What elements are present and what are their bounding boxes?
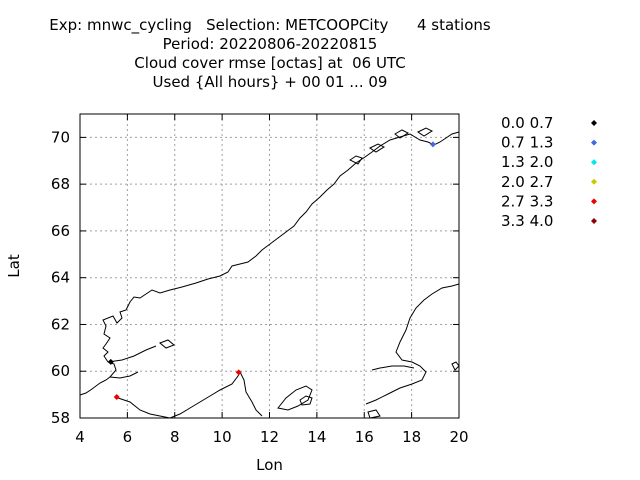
station-marker — [430, 141, 436, 147]
baltic-coast-2 — [372, 366, 414, 370]
y-tick-label: 68 — [51, 175, 70, 193]
legend-marker — [591, 140, 597, 146]
legend-marker — [591, 120, 597, 126]
legend-marker — [591, 198, 597, 204]
sweden-coast-south — [278, 386, 312, 410]
skagerrak-coast — [118, 372, 262, 418]
station-marker — [114, 394, 120, 400]
y-axis-label: Lat — [5, 254, 23, 278]
y-tick-label: 60 — [51, 362, 70, 380]
x-tick-label: 20 — [449, 428, 468, 446]
y-tick-label: 58 — [51, 409, 70, 427]
legend-label: 0.0 0.7 — [501, 114, 553, 132]
legend: 0.0 0.7 0.7 1.31.3 2.0 2.0 2.72.7 3.3 3.3 4… — [501, 114, 597, 230]
legend-label: 1.3 2.0 — [501, 153, 553, 171]
legend-marker — [591, 218, 597, 224]
x-tick-label: 8 — [170, 428, 180, 446]
legend-marker — [591, 179, 597, 185]
legend-marker — [591, 159, 597, 165]
y-tick-label: 66 — [51, 222, 70, 240]
x-tick-label: 14 — [307, 428, 326, 446]
island-coast-1 — [160, 340, 174, 348]
baltic-coast — [366, 284, 459, 404]
x-tick-label: 10 — [213, 428, 232, 446]
legend-label: 2.7 3.3 — [501, 192, 553, 210]
y-tick-label: 70 — [51, 128, 70, 146]
station-points — [108, 141, 436, 400]
x-tick-label: 16 — [355, 428, 374, 446]
x-tick-label: 4 — [75, 428, 85, 446]
fjord-1 — [108, 346, 156, 362]
x-tick-label: 6 — [123, 428, 133, 446]
y-tick-label: 64 — [51, 269, 70, 287]
lake-vanern — [300, 396, 312, 405]
finland-coast-east — [452, 362, 459, 370]
x-tick-label: 12 — [260, 428, 279, 446]
legend-label: 2.0 2.7 — [501, 173, 553, 191]
x-axis-label: Lon — [256, 456, 283, 474]
island-coast-2 — [368, 410, 380, 418]
legend-label: 3.3 4.0 — [501, 212, 553, 230]
legend-label: 0.7 1.3 — [501, 134, 553, 152]
y-tick-label: 62 — [51, 315, 70, 333]
x-tick-label: 18 — [402, 428, 421, 446]
fjord-2 — [110, 372, 138, 378]
